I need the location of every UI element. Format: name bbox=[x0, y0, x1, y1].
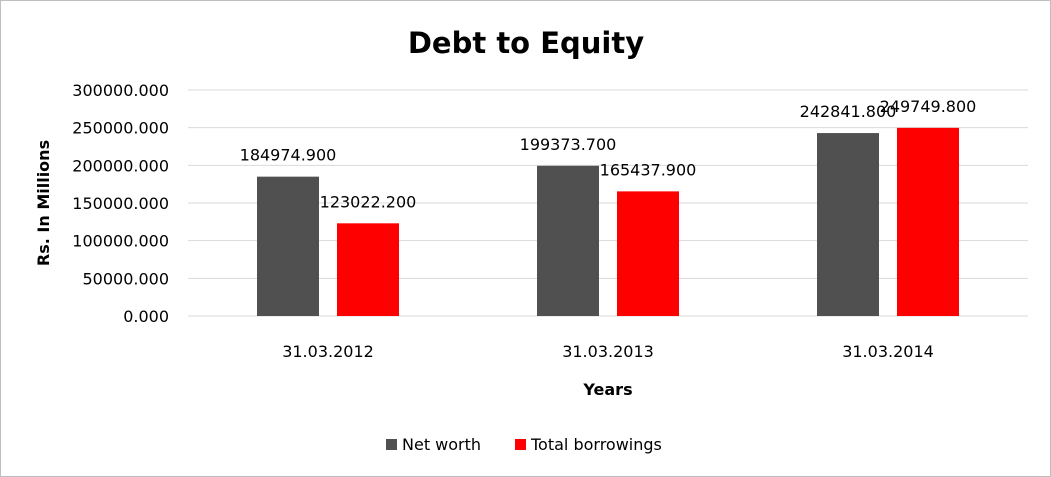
y-tick-label: 0.000 bbox=[123, 307, 169, 326]
legend-swatch-net-worth bbox=[386, 439, 397, 450]
y-tick-label: 150000.000 bbox=[72, 194, 169, 213]
data-label: 242841.800 bbox=[800, 102, 897, 121]
x-tick-label: 31.03.2013 bbox=[562, 342, 654, 361]
legend-label: Total borrowings bbox=[530, 435, 662, 454]
data-label: 199373.700 bbox=[520, 135, 617, 154]
y-tick-label: 100000.000 bbox=[72, 232, 169, 251]
bar-net-worth-2 bbox=[817, 133, 879, 316]
bar-total-borrowings-2 bbox=[897, 127, 959, 316]
data-label: 184974.900 bbox=[240, 146, 337, 165]
bar-total-borrowings-1 bbox=[617, 191, 679, 316]
chart-title: Debt to Equity bbox=[408, 26, 644, 60]
gridlines bbox=[188, 89, 1028, 317]
legend-swatch-total-borrowings bbox=[515, 439, 526, 450]
y-tick-label: 200000.000 bbox=[72, 156, 169, 175]
bars bbox=[257, 127, 959, 316]
x-tick-label: 31.03.2014 bbox=[842, 342, 934, 361]
x-axis-title: Years bbox=[582, 380, 632, 399]
bar-net-worth-1 bbox=[537, 165, 599, 316]
data-label: 249749.800 bbox=[880, 97, 977, 116]
legend: Net worth Total borrowings bbox=[386, 435, 662, 454]
x-axis-ticks: 31.03.2012 31.03.2013 31.03.2014 bbox=[282, 342, 934, 361]
y-tick-label: 50000.000 bbox=[82, 269, 169, 288]
y-axis-title: Rs. In Millions bbox=[34, 140, 53, 266]
y-tick-label: 300000.000 bbox=[72, 81, 169, 100]
bar-total-borrowings-0 bbox=[337, 223, 399, 316]
data-label: 123022.200 bbox=[320, 192, 417, 211]
data-labels: 184974.900 123022.200 199373.700 165437.900… bbox=[240, 97, 977, 211]
legend-label: Net worth bbox=[402, 435, 481, 454]
data-label: 165437.900 bbox=[600, 160, 697, 179]
x-tick-label: 31.03.2012 bbox=[282, 342, 374, 361]
y-axis-ticks: 0.000 50000.000 100000.000 150000.000 200000… bbox=[72, 81, 169, 326]
y-tick-label: 250000.000 bbox=[72, 119, 169, 138]
bar-net-worth-0 bbox=[257, 176, 319, 316]
